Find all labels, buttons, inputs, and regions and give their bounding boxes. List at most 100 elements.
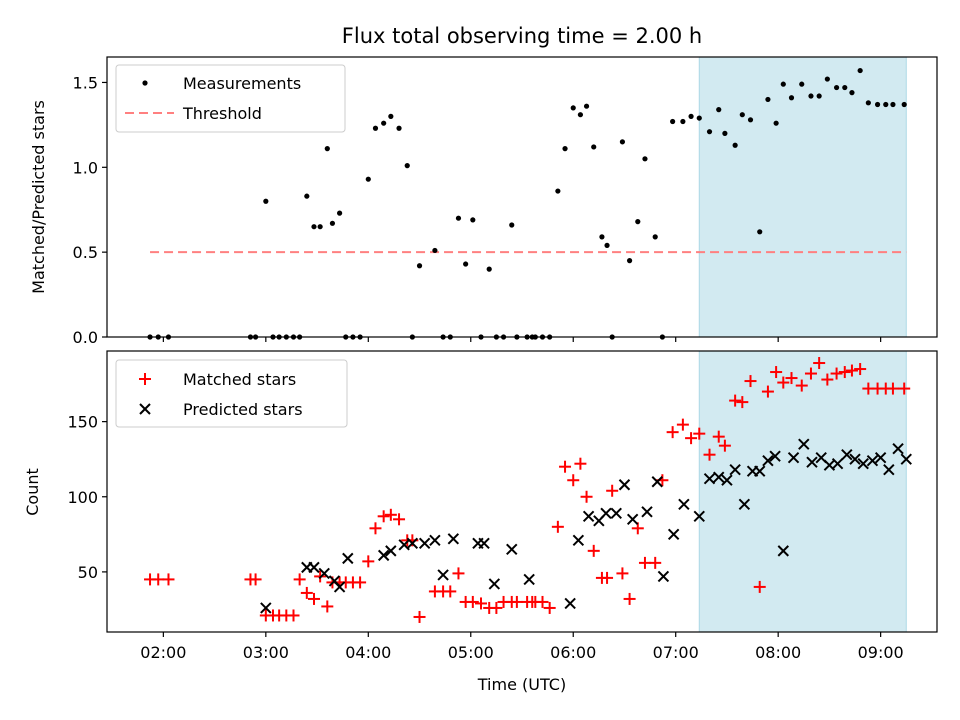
matched-star-point [536, 595, 549, 608]
predicted-star-point [418, 537, 431, 550]
matched-star-point [300, 586, 313, 599]
predicted-star-point [866, 454, 879, 467]
measurement-point [432, 247, 438, 254]
predicted-star-point [678, 498, 690, 510]
predicted-star-point [447, 533, 460, 545]
measurement-point [816, 93, 822, 99]
measurement-point [470, 217, 476, 223]
measurement-point [304, 193, 310, 199]
matched-star-point [736, 396, 749, 409]
matched-star-point [813, 357, 826, 370]
matched-star-point [804, 367, 817, 380]
predicted-star-point [429, 534, 441, 547]
predicted-star-point [600, 507, 612, 519]
bottom-legend-box [115, 359, 348, 428]
measurement-point [883, 101, 889, 108]
predicted-star-point [883, 464, 895, 476]
measurement-point [562, 146, 568, 152]
matched-star-point [854, 363, 867, 376]
matched-star-point [490, 601, 503, 614]
predicted-star-point [564, 597, 576, 610]
measurement-point [324, 146, 330, 152]
bottom-x-tick-label: 04:00 [345, 643, 391, 662]
matched-star-point [712, 430, 725, 443]
matched-star-point [354, 576, 367, 589]
matched-star-point [551, 520, 564, 533]
measurement-point [799, 81, 805, 87]
matched-star-point [649, 556, 662, 569]
matched-star-point [785, 372, 798, 385]
predicted-star-point [841, 448, 853, 461]
predicted-star-point [900, 453, 912, 465]
bottom-x-tick-label: 07:00 [653, 643, 699, 662]
top-y-tick-label: 0.5 [73, 243, 98, 262]
measurement-point [626, 258, 633, 264]
bottom-shaded-region [698, 350, 907, 633]
bottom-y-ticks: 50 100 150 [67, 413, 107, 582]
matched-star-point [601, 571, 614, 584]
legend-matched-marker [139, 373, 151, 385]
matched-star-point [287, 609, 300, 622]
top-axes-frame [106, 56, 938, 338]
measurement-point [583, 103, 590, 109]
measurement-point [509, 222, 515, 228]
predicted-star-point [651, 476, 663, 488]
measurement-point [808, 93, 814, 99]
bottom-x-tick-label: 06:00 [550, 643, 596, 662]
measurement-point [732, 142, 738, 148]
measurement-point [716, 107, 722, 113]
matched-star-point [685, 432, 698, 445]
matched-star-point [631, 522, 644, 535]
bottom-axes-frame [106, 350, 938, 633]
top-y-ticks: 0.0 0.5 1.0 1.5 [73, 73, 107, 347]
measurement-point [642, 156, 648, 162]
measurement-point [706, 129, 713, 135]
measurement-point [404, 163, 410, 169]
legend-predicted-label: Predicted stars [183, 400, 303, 419]
matched-star-point [703, 448, 716, 461]
predicted-star-point [478, 537, 490, 550]
top-panel: 0.0 0.5 1.0 1.5 Matched/Predicted stars Mea… [29, 56, 938, 347]
top-y-axis-label: Matched/Predicted stars [29, 100, 48, 294]
matched-star-point [466, 595, 479, 608]
measurement-point [381, 120, 387, 126]
measurement-point [591, 144, 597, 150]
matched-star-point [249, 573, 262, 586]
matched-star-point [162, 573, 175, 586]
predicted-star-point [769, 450, 781, 462]
predicted-star-point [572, 534, 585, 547]
measurement-point [570, 105, 576, 111]
measurement-point [765, 96, 771, 103]
bottom-x-ticks: 02:00 03:00 04:00 05:00 06:00 07:00 08:00 09:00 [140, 632, 904, 662]
bottom-x-tick-label: 09:00 [858, 643, 904, 662]
matched-star-point [393, 513, 406, 526]
predicted-star-point [523, 573, 535, 586]
measurement-point [416, 263, 423, 269]
predicted-star-point [618, 479, 631, 491]
predicted-star-point [703, 473, 716, 485]
legend-measurements-marker [142, 80, 148, 86]
legend-measurements-label: Measurements [183, 74, 301, 93]
measurement-point [696, 115, 702, 121]
measurement-point [635, 219, 641, 225]
matched-star-point [452, 567, 465, 580]
measurement-point [857, 67, 863, 74]
measurement-point [619, 139, 626, 145]
measurement-point [849, 90, 855, 96]
bottom-y-tick-label: 50 [78, 563, 98, 582]
top-legend: Measurements Threshold [115, 64, 346, 133]
predicted-star-point [787, 451, 800, 464]
measurement-point [874, 101, 881, 108]
matched-star-point [362, 555, 375, 568]
predicted-star-point [406, 537, 419, 550]
measurement-point [773, 120, 779, 126]
matched-star-point [574, 457, 587, 470]
predicted-star-point [713, 471, 725, 483]
bottom-x-axis-label: Time (UTC) [477, 675, 566, 694]
measurement-point [329, 220, 336, 226]
bottom-x-tick-label: 08:00 [755, 643, 801, 662]
predicted-stars-points [260, 438, 912, 614]
predicted-star-point [754, 465, 766, 477]
matched-star-point [293, 573, 306, 586]
